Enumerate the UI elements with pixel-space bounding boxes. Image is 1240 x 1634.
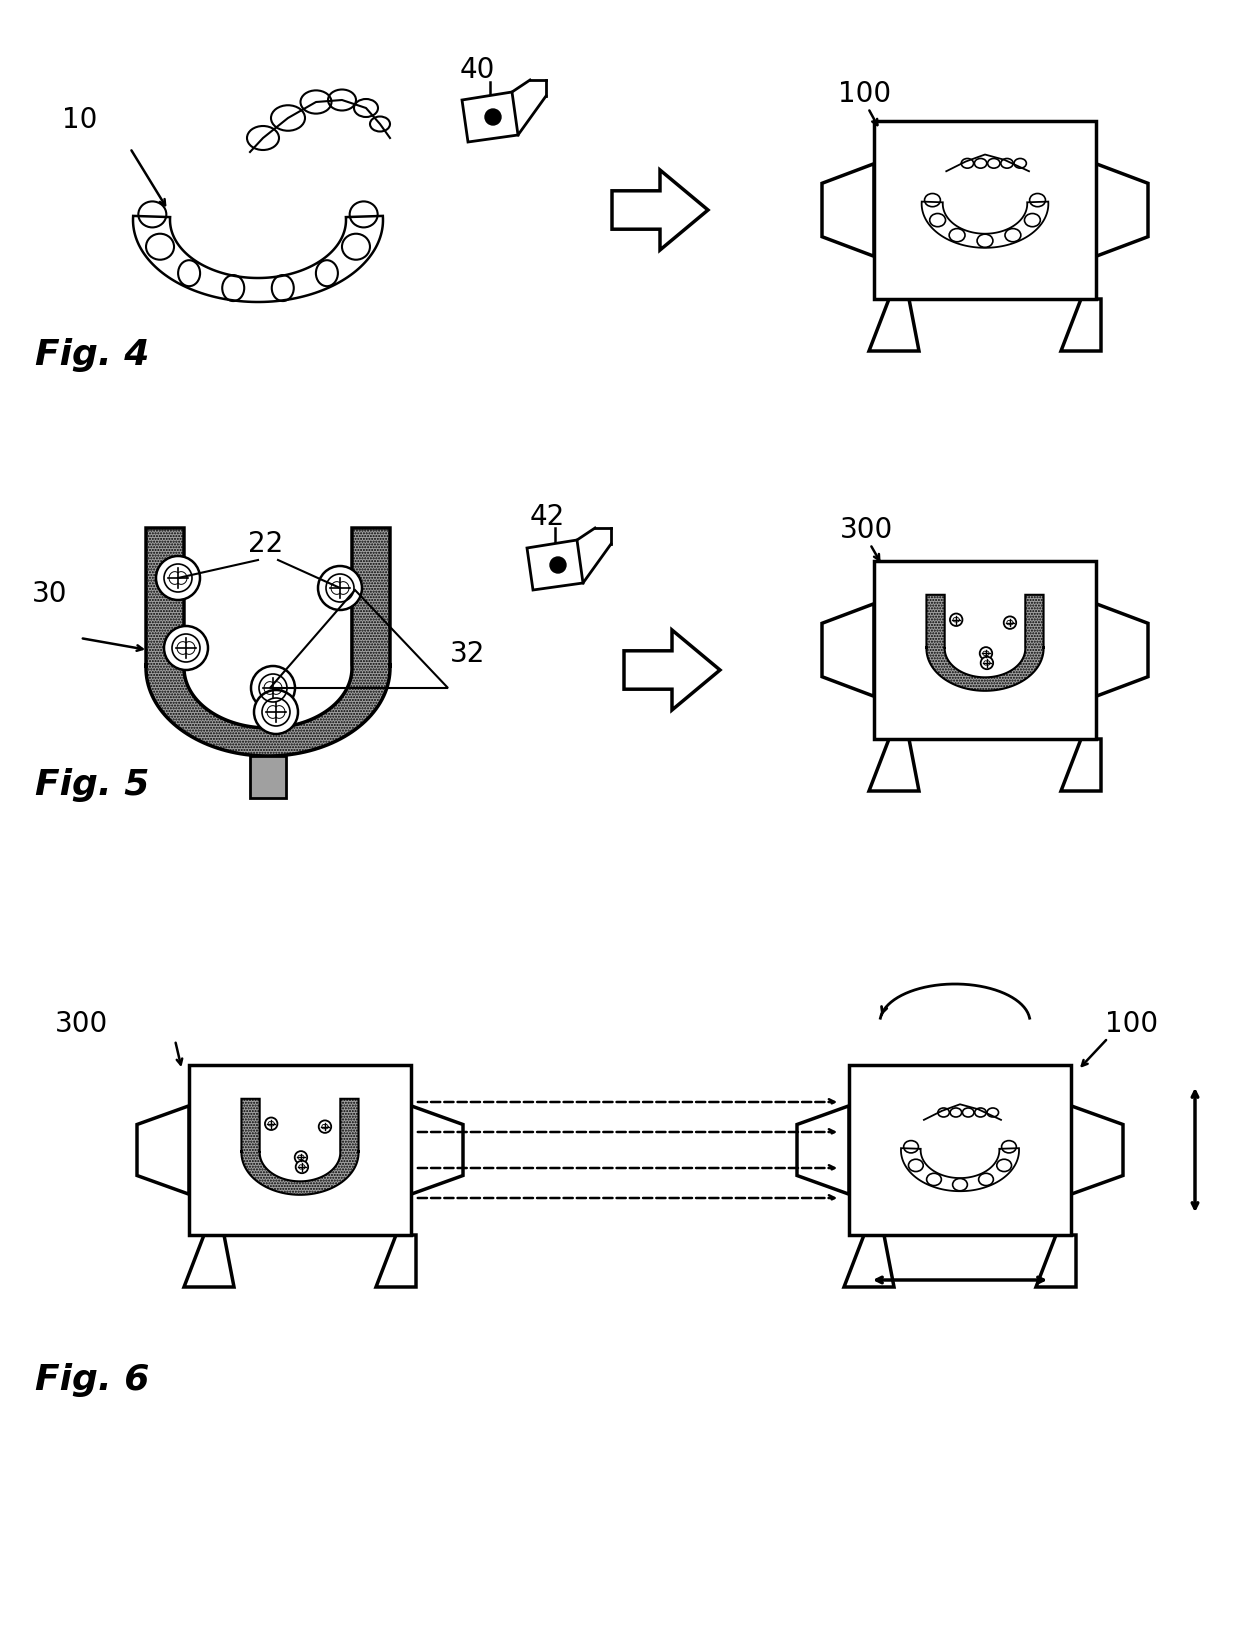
Polygon shape (1096, 603, 1148, 696)
Text: 100: 100 (838, 80, 892, 108)
Text: 22: 22 (248, 529, 283, 557)
Circle shape (265, 1118, 278, 1131)
Polygon shape (797, 1106, 849, 1194)
Polygon shape (822, 603, 874, 696)
Text: 100: 100 (1105, 1010, 1158, 1038)
Circle shape (485, 109, 501, 124)
Bar (188, 1065, 410, 1235)
Circle shape (156, 556, 200, 600)
Circle shape (981, 657, 993, 670)
Polygon shape (184, 1235, 234, 1288)
Polygon shape (1096, 163, 1148, 257)
Polygon shape (844, 1235, 894, 1288)
Polygon shape (822, 163, 874, 257)
Polygon shape (463, 92, 518, 142)
Text: 10: 10 (62, 106, 98, 134)
Bar (874, 560, 1096, 739)
Circle shape (295, 1160, 309, 1173)
Circle shape (295, 1150, 308, 1163)
Bar (874, 121, 1096, 299)
Polygon shape (136, 1106, 188, 1194)
Circle shape (250, 667, 295, 711)
Circle shape (980, 647, 992, 660)
Polygon shape (527, 539, 583, 590)
Circle shape (317, 565, 362, 609)
Polygon shape (1035, 1235, 1076, 1288)
Text: Fig. 6: Fig. 6 (35, 1363, 149, 1397)
Polygon shape (410, 1106, 463, 1194)
Circle shape (164, 626, 208, 670)
Polygon shape (869, 739, 919, 791)
Circle shape (551, 557, 565, 574)
Polygon shape (624, 631, 720, 711)
Polygon shape (250, 757, 286, 797)
Text: Fig. 4: Fig. 4 (35, 338, 149, 373)
Text: 300: 300 (839, 516, 893, 544)
Polygon shape (146, 528, 391, 757)
Text: 300: 300 (55, 1010, 108, 1038)
Text: 40: 40 (460, 56, 495, 83)
Bar (849, 1065, 1071, 1235)
Polygon shape (1071, 1106, 1123, 1194)
Polygon shape (1061, 299, 1101, 351)
Circle shape (254, 690, 298, 734)
Polygon shape (613, 170, 708, 250)
Circle shape (1003, 616, 1017, 629)
Text: Fig. 5: Fig. 5 (35, 768, 149, 802)
Polygon shape (376, 1235, 415, 1288)
Text: 30: 30 (32, 580, 67, 608)
Circle shape (319, 1121, 331, 1132)
Polygon shape (242, 1098, 358, 1194)
Text: 32: 32 (450, 641, 485, 668)
Polygon shape (926, 595, 1044, 691)
Text: 42: 42 (529, 503, 565, 531)
Circle shape (950, 613, 962, 626)
Polygon shape (869, 299, 919, 351)
Polygon shape (1061, 739, 1101, 791)
